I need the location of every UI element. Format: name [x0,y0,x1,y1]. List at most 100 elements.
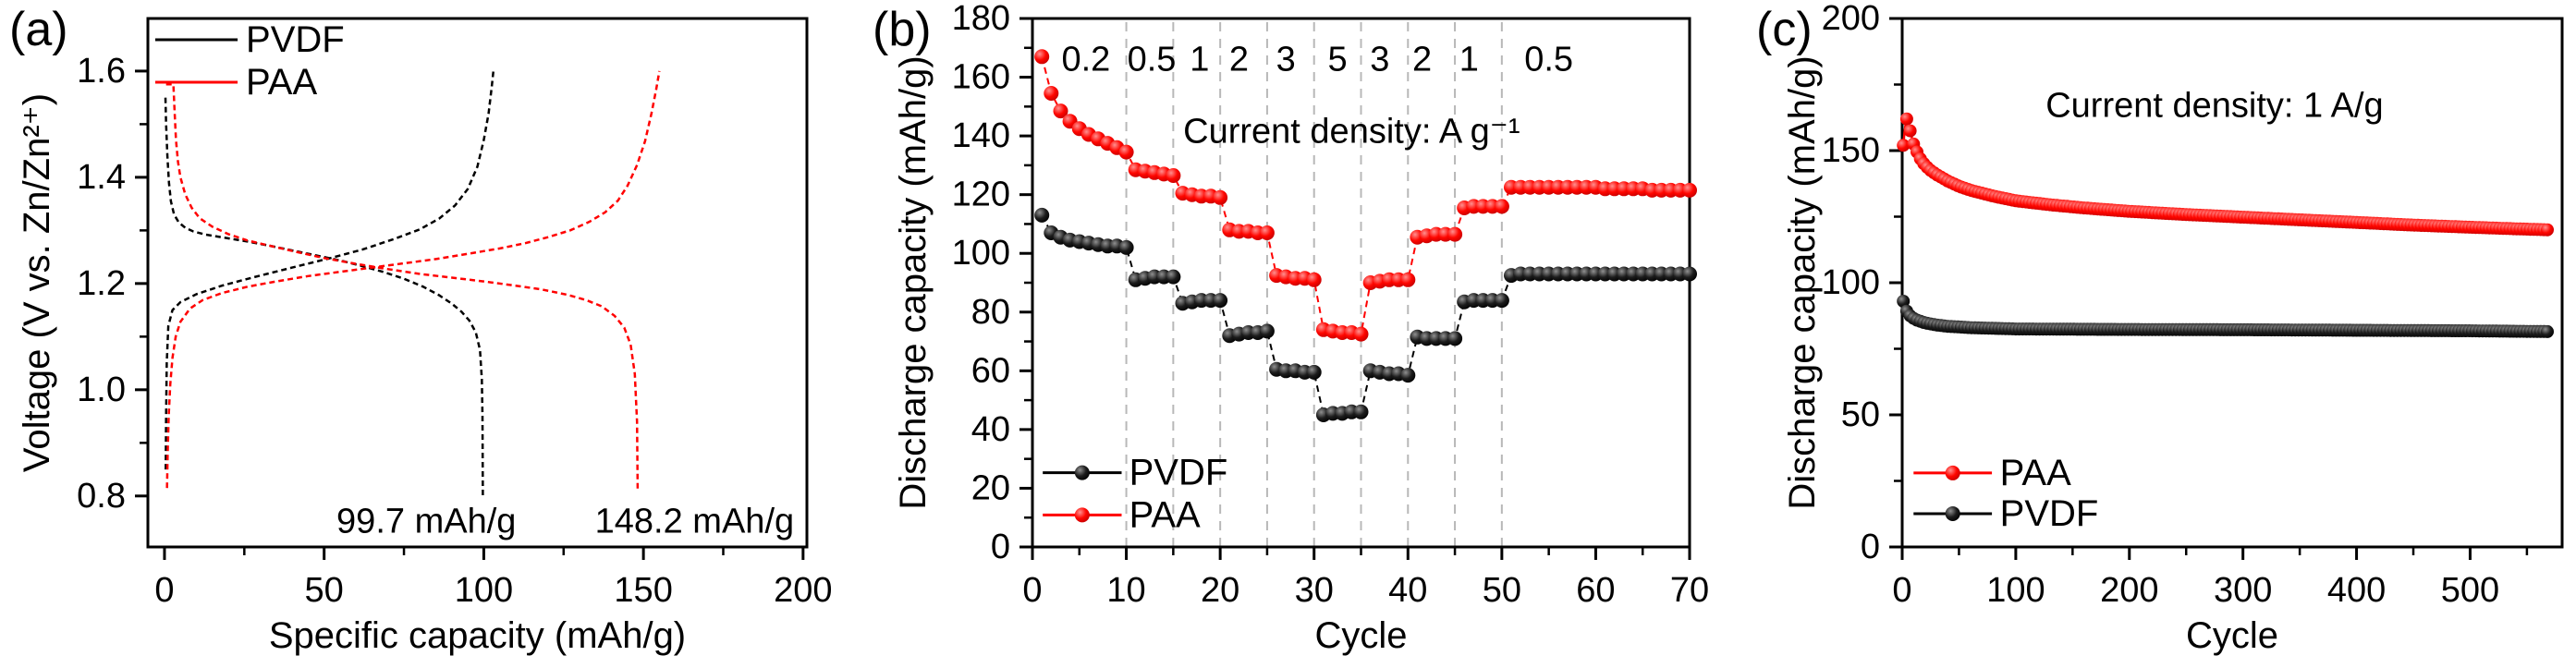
data-point [1682,266,1697,282]
rate-label: 0.5 [1524,40,1573,79]
legend-label: PVDF [246,19,345,60]
x-tick-label: 200 [774,571,832,610]
x-tick-label: 50 [1483,571,1521,610]
rate-label: 2 [1412,40,1432,79]
x-tick-label: 100 [1986,571,2045,610]
data-point [1034,207,1050,223]
series-paa-markers [1034,49,1697,342]
data-point [1353,326,1369,342]
legend-marker-sample [1074,507,1090,523]
legend-label: PVDF [1129,453,1228,493]
x-tick-label: 70 [1670,571,1709,610]
y-tick-label: 1.0 [77,370,126,409]
y-axis-title: Discharge capacity (mAh/g) [1782,55,1823,509]
data-point [2541,223,2554,237]
legend-item-pvdf: PVDF [1043,453,1227,493]
legend-item-pvdf: PVDF [154,19,345,60]
data-point [1903,124,1917,138]
y-tick-label: 100 [952,234,1010,273]
annotation: 148.2 mAh/g [595,502,794,540]
data-point [1897,295,1911,308]
legend-marker-sample [1945,505,1960,521]
y-tick-label: 180 [952,0,1010,38]
data-point [1447,331,1463,346]
series-paa-markers [1897,112,2554,237]
data-point [1118,239,1134,255]
legend-marker-sample [1945,465,1960,480]
legend-label: PAA [1129,494,1201,535]
x-tick-label: 20 [1201,571,1239,610]
rate-label: 0.2 [1061,40,1110,79]
x-tick-label: 200 [2100,571,2158,610]
series-pvdf-markers [1034,207,1697,422]
y-tick-label: 80 [971,293,1010,332]
data-point [1118,144,1134,160]
panel-c: 0 100 200 300 400 500 0 50 100 150 200 Cycle Dischar… [1756,0,2564,656]
y-tick-label: 120 [952,176,1010,214]
y-tick-label: 1.2 [77,264,126,303]
y-tick-label: 100 [1822,263,1880,302]
series-pvdf-charge-curve [165,70,495,470]
x-tick-label: 40 [1388,571,1427,610]
data-point [1494,293,1509,309]
x-tick-label: 60 [1576,571,1615,610]
panel-a: 0 50 100 150 200 0.8 1.0 1.2 1.4 1.6 Specific capa… [9,3,833,656]
y-tick-label: 0 [1861,528,1880,566]
data-point [1682,182,1697,198]
series-pvdf-connector [1041,214,1690,417]
data-point [1213,189,1228,205]
annotation: Current density: A g⁻¹ [1183,112,1520,151]
series-paa-connector [1041,56,1690,335]
panel-letter-b: (b) [873,3,932,56]
x-tick-label: 0 [1022,571,1042,610]
data-point [1400,272,1416,287]
y-tick-label: 1.6 [77,52,126,91]
data-point [1447,226,1463,242]
rate-label: 3 [1276,40,1296,79]
legend-item-pvdf: PVDF [1913,493,2098,534]
legend-label: PAA [246,62,317,103]
x-axis-title: Specific capacity (mAh/g) [269,615,686,656]
y-tick-label: 50 [1841,395,1880,434]
legend-item-paa: PAA [1043,494,1201,535]
legend-item-paa: PAA [1913,453,2071,493]
data-point [1166,168,1181,183]
y-tick-label: 1.4 [77,158,126,197]
data-point [1306,272,1322,287]
x-tick-label: 0 [154,571,174,610]
rate-label: 2 [1229,40,1249,79]
data-point [1353,404,1369,419]
rate-label: 5 [1328,40,1348,79]
y-tick-label: 150 [1822,131,1880,170]
series-pvdf-discharge-curve [164,97,484,496]
legend-marker-sample [1074,465,1090,480]
y-axis-title: Discharge capacity (mAh/g) [893,55,934,509]
x-tick-label: 30 [1295,571,1334,610]
y-tick-label: 20 [971,468,1010,507]
y-tick-label: 60 [971,351,1010,390]
data-point [1494,199,1509,214]
y-tick-label: 0.8 [77,477,126,516]
data-point [1897,139,1911,152]
x-axis-title: Cycle [1314,615,1407,656]
annotation: Current density: 1 A/g [2045,86,2383,125]
y-tick-label: 140 [952,116,1010,155]
data-point [1259,225,1275,240]
x-tick-label: 400 [2327,571,2386,610]
panel-letter-c: (c) [1756,3,1813,56]
data-point [1166,269,1181,285]
data-point [1213,293,1228,309]
series-paa-discharge-curve [165,83,640,492]
data-point [1306,364,1322,380]
x-tick-label: 300 [2214,571,2272,610]
x-tick-label: 50 [305,571,344,610]
y-tick-label: 40 [971,410,1010,449]
data-point [1034,49,1050,65]
rate-label: 1 [1190,40,1209,79]
x-tick-label: 0 [1892,571,1911,610]
data-point [2541,324,2554,338]
rate-label: 1 [1459,40,1479,79]
